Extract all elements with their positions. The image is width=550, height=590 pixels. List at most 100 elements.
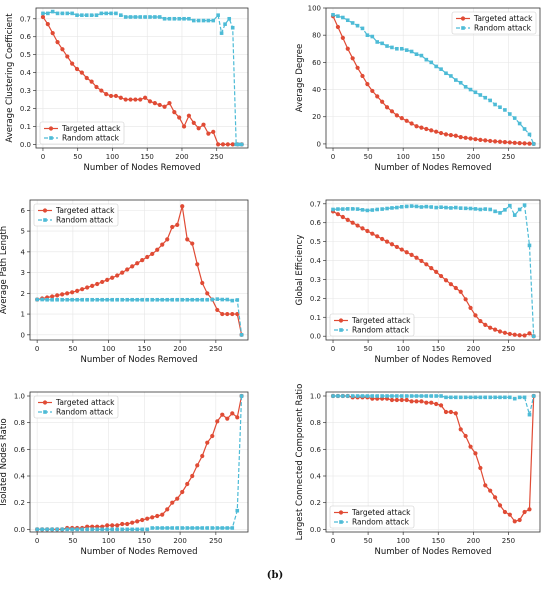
data-point [215,307,220,313]
plot-frame [29,391,249,533]
x-tick-label: 250 [210,153,223,161]
data-point [473,395,478,400]
x-axis-label: Number of Nodes Removed [81,355,198,365]
y-tick-label: 0.3 [20,87,31,95]
data-point [419,205,424,209]
y-tick-label: 0.0 [310,526,321,534]
y-tick-label: 0.5 [310,238,321,246]
data-point [138,15,143,19]
data-point [239,142,244,147]
data-point [517,141,522,146]
data-point [215,297,220,301]
data-point [128,97,133,102]
data-point [468,136,473,141]
data-point [502,509,508,515]
y-tick-label: 0.4 [310,257,322,265]
data-point [195,262,200,267]
data-point [230,311,235,317]
data-point [65,297,69,302]
data-point [517,395,522,400]
data-point [85,297,89,302]
data-point [478,395,483,400]
data-point [138,97,143,102]
data-point [399,46,404,51]
data-point [508,203,512,208]
data-point [195,297,200,302]
data-point [145,297,150,302]
data-point [434,394,438,398]
data-point [196,126,201,131]
data-point [60,47,65,52]
data-point [419,399,424,404]
data-point [336,394,340,398]
data-point [140,517,145,523]
data-point [80,13,84,17]
x-tick-label: 200 [173,537,186,545]
data-point [119,13,123,17]
data-point [50,9,55,14]
data-point [380,236,385,242]
data-point [360,73,365,79]
data-point [65,54,70,59]
data-point [120,297,125,302]
x-tick-label: 0 [331,153,335,161]
data-point [175,222,180,227]
data-point [404,397,409,403]
data-point [45,297,49,302]
data-point [522,333,527,338]
data-point [130,520,135,525]
data-point [424,126,429,132]
data-point [448,282,453,287]
data-point [225,311,230,317]
data-point [150,515,155,520]
data-point [85,527,89,532]
data-point [409,394,414,398]
data-point [527,132,532,137]
data-point [350,21,355,25]
legend-marker [42,400,48,405]
legend-marker [338,510,344,515]
y-tick-label: 0.6 [14,446,26,454]
data-point [488,488,493,493]
data-point [438,130,444,136]
data-point [340,35,345,41]
data-point [195,526,200,530]
x-tick-label: 50 [364,153,373,161]
x-tick-label: 50 [68,537,77,545]
y-tick-label: 0.2 [310,499,321,507]
data-point [123,97,128,102]
legend-marker [42,208,48,213]
data-point [148,15,152,19]
y-tick-label: 2 [21,290,25,298]
data-point [45,527,49,532]
data-point [205,297,210,302]
data-point [201,122,206,127]
data-point [125,267,130,272]
data-point [508,395,512,400]
y-tick-label: 0.8 [310,419,321,427]
y-axis-label: Average Path Length [0,226,9,314]
data-point [70,11,74,16]
data-point [473,451,478,456]
data-point [409,49,414,54]
data-point [105,297,109,302]
data-point [155,247,160,252]
data-point [483,483,488,488]
data-point [65,527,69,532]
data-point [438,273,444,279]
data-point [50,31,55,36]
data-point [75,288,80,293]
data-point [172,110,177,115]
data-point [468,444,473,449]
data-point [210,433,215,439]
series-line [37,298,243,335]
x-tick-label: 250 [502,537,515,545]
legend-label: Targeted attack [351,508,411,517]
legend-box [451,11,537,35]
y-tick-label: 0.1 [310,314,321,322]
chart-panel-1: 0 50 100 150 200 250 0.0 0.1 0.2 0.3 0.4 0.5 0.6 0.7 N… [5,7,249,173]
legend-box [329,505,415,529]
data-point [497,329,503,334]
data-point [424,400,429,405]
data-point [230,526,235,530]
